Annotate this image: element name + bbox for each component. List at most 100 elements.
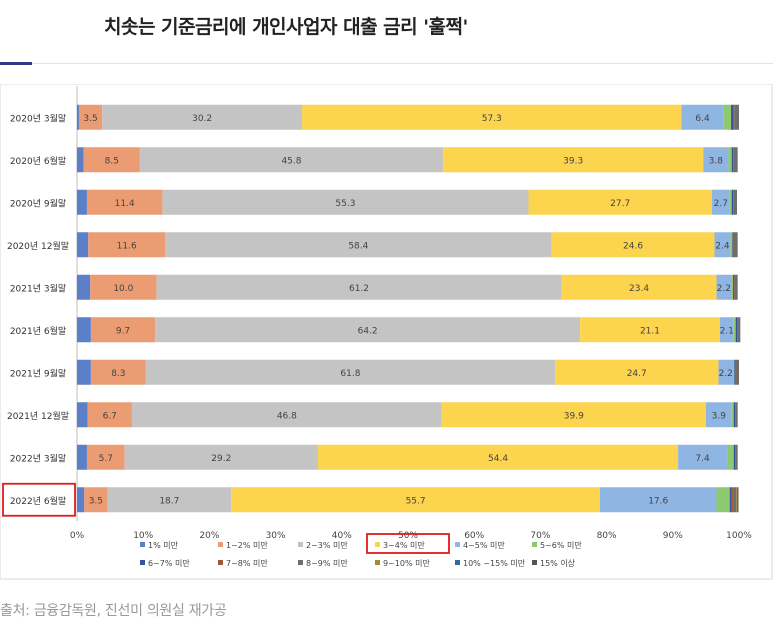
data-label: 27.7 <box>610 199 630 209</box>
bar-segment-7-8-미만 <box>734 274 736 300</box>
legend-swatch <box>218 542 223 547</box>
bar-segment-1-미만 <box>77 232 89 258</box>
y-tick-label: 2021년 9월말 <box>10 367 66 379</box>
bar-segment-4-5-미만 <box>714 232 731 258</box>
data-label: 2.4 <box>715 241 730 251</box>
legend-swatch <box>455 542 460 547</box>
headline-title: 치솟는 기준금리에 개인사업자 대출 금리 '훌쩍' <box>104 16 468 38</box>
y-tick-label: 2022년 3월말 <box>10 452 66 464</box>
data-label: 39.3 <box>563 156 583 166</box>
bar-segment-5-6-미만 <box>731 402 734 428</box>
bar-segment-4-5-미만 <box>599 487 717 513</box>
data-label: 39.9 <box>564 411 584 421</box>
y-tick-label: 2021년 6월말 <box>10 325 66 337</box>
bar-segment-4-5-미만 <box>678 444 728 470</box>
bar-segment-6-7-미만 <box>733 274 735 300</box>
bar-segment-2-3-미만 <box>107 487 232 513</box>
legend-label: 1~2% 미만 <box>226 541 268 550</box>
x-tick-label: 90% <box>663 531 683 541</box>
legend-swatch <box>532 542 537 547</box>
bar-segment-7-8-미만 <box>735 359 737 385</box>
bar-segment-1-2-미만 <box>88 232 166 258</box>
bar-segment-7-8-미만 <box>735 444 736 470</box>
bar-segment-2-3-미만 <box>131 402 442 428</box>
bar-segment-8-9-미만 <box>735 274 738 300</box>
bar-segment-7-8-미만 <box>733 147 734 173</box>
bar-segment-3-4-미만 <box>554 359 719 385</box>
bar-segment-1-2-미만 <box>83 147 140 173</box>
stacked-bar-chart: 2020년 3월말 3.5 30.2 57.3 6.4 2020년 6월말 8.5 45.8 3… <box>0 84 773 580</box>
bar-segment-3-4-미만 <box>302 104 682 130</box>
bar-segment-3-4-미만 <box>580 317 720 343</box>
data-label: 46.8 <box>277 411 297 421</box>
bar-segment-1-2-미만 <box>90 274 157 300</box>
bar-segment-1-미만 <box>77 189 87 215</box>
bar-segment-1-2-미만 <box>84 487 108 513</box>
legend-swatch <box>140 542 145 547</box>
x-tick-label: 80% <box>597 531 617 541</box>
data-label: 55.7 <box>406 496 426 506</box>
bar-segment-7-8-미만 <box>731 487 734 513</box>
bar-segment-3-4-미만 <box>528 189 712 215</box>
legend-label: 5~6% 미만 <box>540 541 582 550</box>
bar-segment-1-미만 <box>77 444 87 470</box>
data-label: 3.9 <box>712 411 727 421</box>
bar-segment-1-미만 <box>77 487 85 513</box>
bar-segment-5-6-미만 <box>733 317 736 343</box>
bar-segment-2-3-미만 <box>155 317 581 343</box>
data-label: 24.6 <box>623 241 643 251</box>
data-label: 6.4 <box>695 114 710 124</box>
data-label: 7.4 <box>695 454 710 464</box>
bar-segment-7-8-미만 <box>737 317 738 343</box>
bar-segment-7-8-미만 <box>733 232 735 258</box>
bar-segment-3-4-미만 <box>231 487 600 513</box>
bar-segment-4-5-미만 <box>681 104 724 130</box>
legend-swatch <box>532 560 537 565</box>
bar-segment-9-10-미만 <box>736 487 738 513</box>
bar-segment-1-미만 <box>77 359 91 385</box>
bar-segment-6-7-미만 <box>733 444 736 470</box>
bar-segment-2-3-미만 <box>156 274 562 300</box>
x-tick-label: 50% <box>398 531 418 541</box>
bar-segment-4-5-미만 <box>703 147 729 173</box>
data-label: 3.8 <box>709 156 724 166</box>
legend-swatch <box>218 560 223 565</box>
data-label: 64.2 <box>358 326 378 336</box>
data-label: 6.7 <box>103 411 117 421</box>
y-tick-label: 2022년 6월말 <box>10 495 66 507</box>
legend-label: 1% 미만 <box>148 541 179 550</box>
data-label: 57.3 <box>482 114 502 124</box>
bar-segment-1-2-미만 <box>86 444 125 470</box>
legend-label: 6~7% 미만 <box>148 559 190 568</box>
x-tick-label: 70% <box>530 531 550 541</box>
x-tick-label: 40% <box>332 531 352 541</box>
legend-label: 9~10% 미만 <box>383 559 430 568</box>
bar-segment-6-7-미만 <box>732 232 734 258</box>
data-label: 45.8 <box>281 156 301 166</box>
bar-segment-15-이상 <box>737 487 739 513</box>
bar-segment-4-5-미만 <box>719 317 734 343</box>
bar-segment-8-9-미만 <box>737 317 741 343</box>
legend-label: 4~5% 미만 <box>463 541 505 550</box>
y-tick-label: 2020년 9월말 <box>10 197 66 209</box>
bar-segment-1-2-미만 <box>78 104 103 130</box>
bar-segment-1-2-미만 <box>86 189 163 215</box>
bar-segment-6-7-미만 <box>733 402 736 428</box>
data-label: 54.4 <box>488 454 508 464</box>
data-label: 3.5 <box>89 496 103 506</box>
bar-segment-5-6-미만 <box>728 147 732 173</box>
data-label: 61.8 <box>340 369 360 379</box>
data-label: 3.5 <box>83 114 97 124</box>
legend-label: 3~4% 미만 <box>383 541 425 550</box>
legend-swatch <box>298 560 303 565</box>
bar-segment-8-9-미만 <box>734 232 738 258</box>
data-label: 58.4 <box>348 241 368 251</box>
bar-segment-5-6-미만 <box>716 487 730 513</box>
bar-segment-6-7-미만 <box>731 104 734 130</box>
legend-swatch <box>140 560 145 565</box>
bar-segment-5-6-미만 <box>731 274 734 300</box>
data-label: 18.7 <box>159 496 179 506</box>
legend-label: 7~8% 미만 <box>226 559 268 568</box>
data-label: 23.4 <box>629 284 649 294</box>
data-label: 30.2 <box>192 114 212 124</box>
